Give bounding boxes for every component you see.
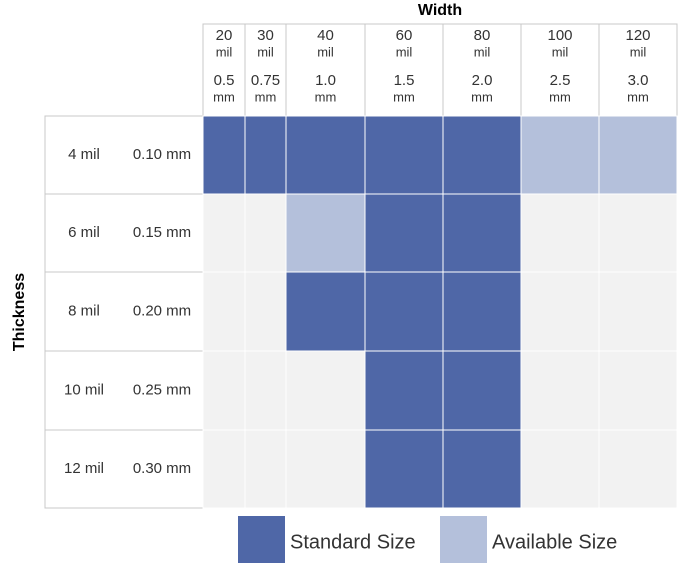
row-mm: 0.20 mm [133,302,191,319]
col-mm-unit: mm [471,89,493,104]
size-cell [442,271,522,352]
col-mm: 2.5 [550,72,571,89]
col-mil: 120 [625,27,650,44]
col-mil: 80 [474,27,491,44]
col-mm: 0.5 [214,72,235,89]
col-mm: 1.5 [394,72,415,89]
size-cell [364,271,444,352]
col-mm-unit: mm [393,89,415,104]
size-cell [442,350,522,431]
size-cell [598,429,678,509]
col-mm-unit: mm [213,89,235,104]
col-mil: 40 [317,27,334,44]
col-mil-unit: mil [474,44,491,59]
size-cell [520,429,600,509]
size-cell [520,271,600,352]
row-mm: 0.15 mm [133,224,191,241]
row-mil: 4 mil [68,146,100,163]
col-mil-unit: mil [216,44,233,59]
legend-swatch [440,516,487,563]
size-cell [244,193,287,273]
size-cell [202,115,246,195]
size-cell [598,350,678,431]
size-cell [285,350,366,431]
size-cell [442,429,522,509]
row-mil: 10 mil [64,381,104,398]
size-cell [285,115,366,195]
col-mil-unit: mil [552,44,569,59]
row-mm: 0.10 mm [133,146,191,163]
legend-swatch [238,516,285,563]
size-cell [244,350,287,431]
size-cell [244,429,287,509]
size-cell [520,115,600,195]
width-title: Width [418,2,462,19]
col-mm: 3.0 [628,72,649,89]
col-mil-unit: mil [630,44,647,59]
size-cell [244,115,287,195]
size-cell [202,271,246,352]
row-mm: 0.25 mm [133,381,191,398]
col-mm-unit: mm [627,89,649,104]
size-cell [285,271,366,352]
size-cell [202,193,246,273]
col-mil-unit: mil [257,44,274,59]
size-cell [202,429,246,509]
col-mil: 30 [257,27,274,44]
size-cell [598,115,678,195]
row-mm: 0.30 mm [133,460,191,477]
size-cell [364,429,444,509]
col-mil: 100 [547,27,572,44]
row-mil: 6 mil [68,224,100,241]
col-mm-unit: mm [255,89,277,104]
col-mil-unit: mil [317,44,334,59]
col-mm-unit: mm [549,89,571,104]
col-mm: 2.0 [472,72,493,89]
size-cell [285,193,366,273]
row-mil: 8 mil [68,302,100,319]
col-mm: 0.75 [251,72,280,89]
col-mm: 1.0 [315,72,336,89]
col-mil-unit: mil [396,44,413,59]
size-cell [598,193,678,273]
size-cell [442,115,522,195]
col-mil: 60 [396,27,413,44]
size-cell [285,429,366,509]
thickness-title: Thickness [11,273,28,351]
legend-label: Available Size [492,531,617,553]
legend-label: Standard Size [290,531,416,553]
col-mm-unit: mm [315,89,337,104]
size-cell [442,193,522,273]
size-cell [364,115,444,195]
row-mil: 12 mil [64,460,104,477]
size-cell [598,271,678,352]
size-cell [364,350,444,431]
size-cell [520,350,600,431]
size-cell [202,350,246,431]
size-cell [520,193,600,273]
col-mil: 20 [216,27,233,44]
size-cell [244,271,287,352]
size-cell [364,193,444,273]
